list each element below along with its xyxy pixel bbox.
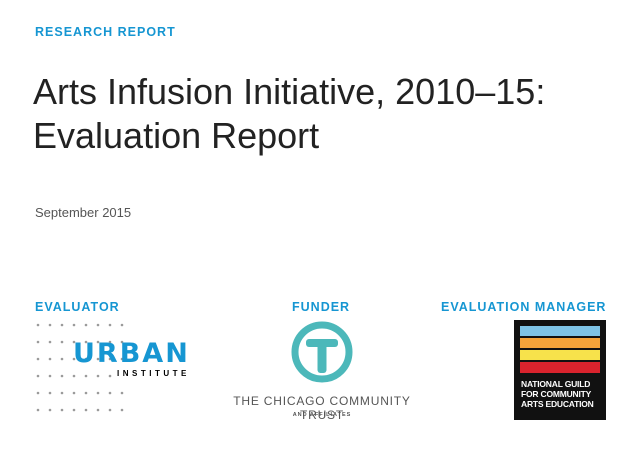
- trust-t-emblem-icon: [291, 321, 353, 383]
- logo-dot: [120, 391, 124, 395]
- guild-stripe-orange: [520, 338, 600, 348]
- institute-logo-word: INSTITUTE: [115, 369, 192, 378]
- logo-dot: [108, 374, 112, 378]
- logo-dot: [48, 408, 52, 412]
- logo-dot: [36, 374, 40, 378]
- guild-name-line-1: NATIONAL GUILD: [521, 379, 591, 389]
- logo-dot: [108, 357, 112, 361]
- logo-dot: [36, 391, 40, 395]
- logo-dot: [60, 391, 64, 395]
- logo-dot: [72, 323, 76, 327]
- logo-dot: [84, 391, 88, 395]
- logo-dot: [48, 391, 52, 395]
- evaluation-manager-label: EVALUATION MANAGER: [441, 300, 607, 314]
- logo-dot: [60, 408, 64, 412]
- guild-name-line-3: ARTS EDUCATION: [521, 399, 594, 409]
- logo-dot: [96, 323, 100, 327]
- logo-dot: [36, 340, 40, 344]
- logo-dot: [84, 374, 88, 378]
- guild-name-line-2: FOR COMMUNITY: [521, 389, 592, 399]
- logo-dot: [108, 391, 112, 395]
- report-title-line-2: Evaluation Report: [33, 115, 320, 156]
- logo-dot: [108, 323, 112, 327]
- logo-dot: [120, 323, 124, 327]
- logo-dot: [60, 357, 64, 361]
- logo-dot: [96, 357, 100, 361]
- report-title: Arts Infusion Initiative, 2010–15: Evalu…: [33, 70, 623, 158]
- guild-stripe-blue: [520, 326, 600, 336]
- dot-grid-icon: [36, 323, 124, 412]
- guild-stripe-yellow: [520, 350, 600, 360]
- publication-date: September 2015: [35, 205, 132, 220]
- logo-dot: [36, 357, 40, 361]
- funder-label: FUNDER: [292, 300, 351, 314]
- chicago-community-trust-logo: THE CHICAGO COMMUNITY TRUST AND AFFILIAT…: [210, 318, 434, 428]
- evaluator-label: EVALUATOR: [35, 300, 120, 314]
- trust-name: THE CHICAGO COMMUNITY TRUST: [233, 394, 411, 422]
- logo-dot: [84, 408, 88, 412]
- urban-institute-logo: URBAN INSTITUTE: [35, 322, 195, 417]
- logo-dot: [120, 408, 124, 412]
- logo-dot: [72, 391, 76, 395]
- report-type-label: RESEARCH REPORT: [35, 25, 176, 39]
- guild-stripe-red: [520, 362, 600, 373]
- report-title-line-1: Arts Infusion Initiative, 2010–15:: [33, 71, 546, 112]
- logo-dot: [108, 340, 112, 344]
- logo-dot: [72, 374, 76, 378]
- logo-dot: [96, 391, 100, 395]
- logo-dot: [120, 340, 124, 344]
- national-guild-logo: NATIONAL GUILD FOR COMMUNITY ARTS EDUCAT…: [514, 320, 606, 420]
- logo-dot: [36, 323, 40, 327]
- logo-dot: [48, 357, 52, 361]
- logo-dot: [72, 357, 76, 361]
- logo-dot: [60, 374, 64, 378]
- trust-tagline: AND AFFILIATES: [292, 412, 352, 418]
- logo-dot: [96, 408, 100, 412]
- logo-dot: [48, 374, 52, 378]
- logo-dot: [60, 340, 64, 344]
- logo-dot: [48, 340, 52, 344]
- logo-dot: [96, 340, 100, 344]
- guild-name: NATIONAL GUILD FOR COMMUNITY ARTS EDUCAT…: [521, 379, 603, 409]
- logo-dot: [60, 323, 64, 327]
- urban-logo-word: URBAN: [73, 338, 190, 369]
- logo-dot: [84, 357, 88, 361]
- logo-dot: [72, 408, 76, 412]
- logo-dot: [120, 357, 124, 361]
- logo-dot: [36, 408, 40, 412]
- logo-dot: [96, 374, 100, 378]
- logo-dot: [72, 340, 76, 344]
- logo-dot: [108, 408, 112, 412]
- logo-dot: [84, 340, 88, 344]
- logo-dot: [48, 323, 52, 327]
- logo-dot: [84, 323, 88, 327]
